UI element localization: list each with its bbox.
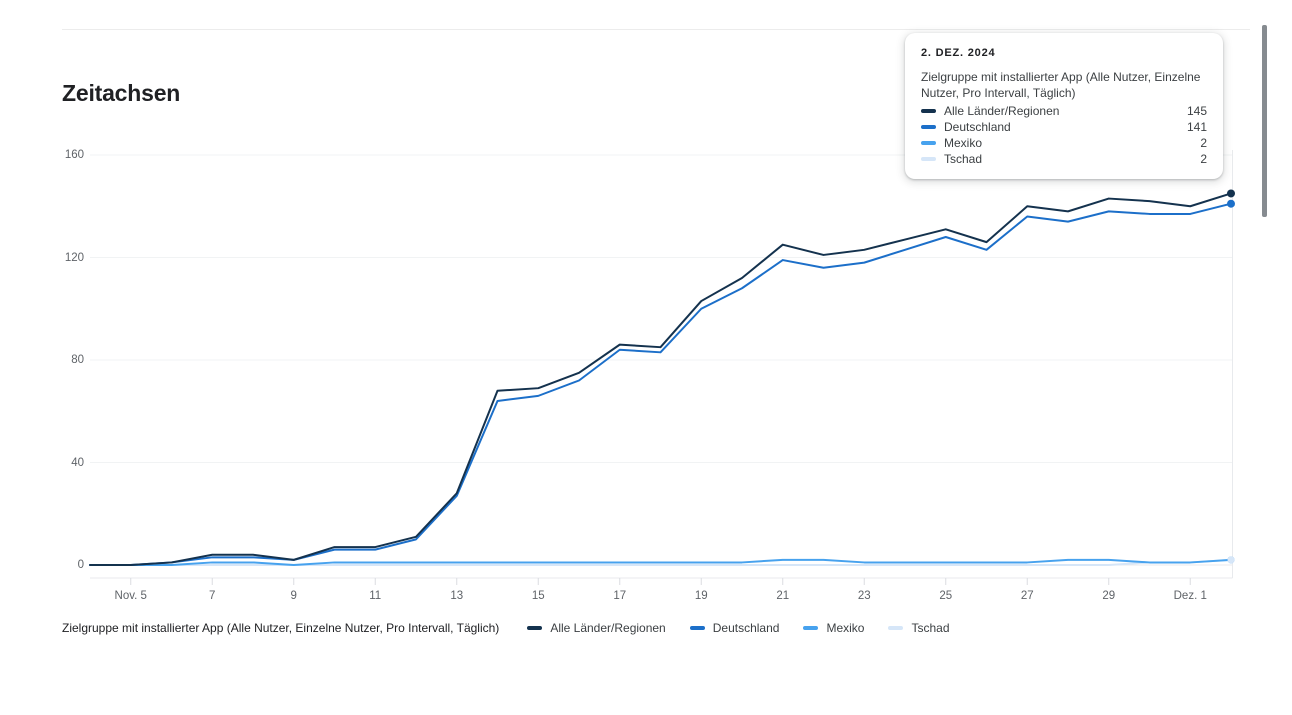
scrollbar-thumb[interactable]: [1262, 25, 1267, 217]
series-color-dash-icon: [527, 626, 543, 630]
legend-metric-label: Zielgruppe mit installierter App (Alle N…: [62, 621, 500, 635]
x-tick-label: 13: [450, 590, 464, 602]
x-tick-label: 21: [776, 590, 790, 602]
tooltip-series-label: Tschad: [944, 152, 983, 166]
series-color-dash-icon: [921, 109, 936, 113]
tooltip-row: Tschad 2: [921, 151, 1207, 167]
legend-item-label: Alle Länder/Regionen: [550, 621, 666, 635]
series-endpoint-dot: [1227, 189, 1235, 198]
chart-tooltip: 2. DEZ. 2024 Zielgruppe mit installierte…: [905, 33, 1223, 179]
legend-item-label: Mexiko: [826, 621, 865, 635]
x-tick-label: 7: [209, 590, 216, 602]
x-tick-label: 17: [613, 590, 627, 602]
y-tick-label: 120: [64, 251, 84, 264]
x-tick-label: 11: [369, 590, 382, 602]
x-tick-label: 19: [694, 590, 708, 602]
series-color-dash-icon: [888, 626, 904, 630]
y-tick-label: 160: [64, 149, 84, 161]
legend-item-label: Deutschland: [712, 621, 780, 635]
legend-item[interactable]: Tschad: [888, 621, 950, 635]
series-endpoint-dot: [1227, 556, 1235, 564]
x-tick-label: 27: [1020, 590, 1034, 602]
card-top-divider: [62, 29, 1250, 30]
tooltip-series-label: Alle Länder/Regionen: [944, 104, 1060, 118]
legend-item[interactable]: Deutschland: [689, 621, 780, 635]
chart-title: Zeitachsen: [62, 80, 181, 106]
tooltip-series-label: Mexiko: [944, 136, 983, 150]
tooltip-metric-label: Zielgruppe mit installierter App (Alle N…: [921, 70, 1201, 100]
series-color-dash-icon: [803, 626, 819, 630]
tooltip-series-rows: Alle Länder/Regionen 145 Deutschland 141 Mex…: [921, 103, 1207, 167]
series-line: [89, 192, 1232, 566]
legend-item[interactable]: Alle Länder/Regionen: [527, 621, 666, 635]
y-tick-label: 80: [71, 354, 84, 366]
tooltip-series-value: 2: [1200, 152, 1207, 166]
x-tick-label: Dez. 1: [1173, 590, 1207, 602]
x-tick-label: Nov. 5: [114, 590, 147, 602]
legend-items: Alle Länder/Regionen Deutschland Mexiko Tsc…: [527, 621, 973, 635]
legend-item[interactable]: Mexiko: [803, 621, 864, 635]
series-color-dash-icon: [921, 157, 936, 161]
legend-item-label: Tschad: [911, 621, 950, 635]
chart-legend: Zielgruppe mit installierter App (Alle N…: [62, 621, 974, 635]
tooltip-series-value: 2: [1200, 136, 1207, 150]
series-line: [89, 558, 1232, 566]
x-tick-label: 29: [1102, 590, 1116, 602]
tooltip-row: Mexiko 2: [921, 135, 1207, 151]
tooltip-date: 2. DEZ. 2024: [921, 47, 996, 59]
x-tick-label: 9: [290, 590, 297, 602]
series-color-dash-icon: [689, 626, 705, 630]
tooltip-series-value: 141: [1186, 120, 1207, 134]
series-color-dash-icon: [921, 141, 936, 145]
x-tick-label: 23: [857, 590, 871, 602]
tooltip-row: Deutschland 141: [921, 119, 1207, 135]
tooltip-row: Alle Länder/Regionen 145: [921, 103, 1207, 119]
x-tick-label: 15: [531, 590, 545, 602]
tooltip-series-label: Deutschland: [944, 120, 1011, 134]
series-color-dash-icon: [921, 125, 936, 129]
y-tick-label: 0: [77, 559, 84, 571]
y-tick-label: 40: [71, 456, 84, 469]
x-tick-label: 25: [939, 590, 953, 602]
tooltip-series-value: 145: [1186, 104, 1207, 118]
series-endpoint-dot: [1227, 199, 1235, 208]
